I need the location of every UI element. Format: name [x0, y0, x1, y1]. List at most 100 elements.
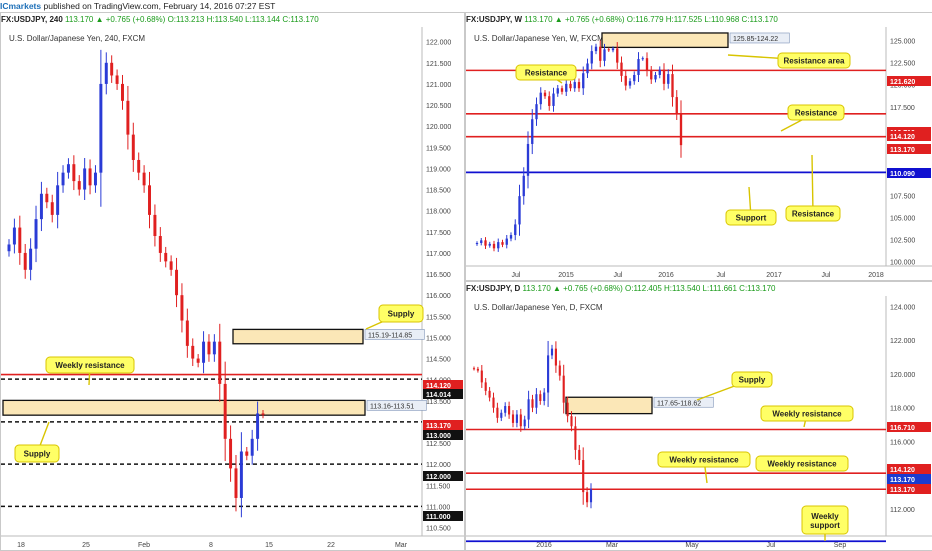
price-tag: [887, 484, 931, 494]
x-tick-label: May: [685, 542, 699, 549]
candle-body: [535, 104, 538, 120]
zone-label-box: [366, 400, 427, 411]
candle-body: [570, 416, 573, 427]
price-tag: [423, 511, 463, 521]
candle-body: [508, 406, 511, 415]
weekly-chart-panel[interactable]: FX:USDJPY, W 113.170 ▲ +0.765 (+0.68%) O…: [465, 12, 932, 281]
callout-label: Weekly resistance: [772, 410, 842, 419]
callout-box: [760, 405, 854, 422]
y-tick-label: 116.000: [890, 439, 915, 446]
x-tick-label: Mar: [395, 542, 408, 549]
x-tick-label: Jul: [767, 542, 776, 549]
candle-body: [492, 243, 496, 249]
y-tick-label: 118.000: [890, 406, 915, 413]
candle-body: [515, 414, 518, 423]
candle-body: [207, 341, 211, 355]
candle-body: [256, 413, 260, 439]
price-tag-label: 114.120: [890, 467, 915, 474]
price-tag: [887, 131, 931, 141]
price-tag: [423, 420, 463, 430]
candle-body: [66, 164, 70, 173]
candle-body: [196, 358, 200, 363]
callout-box: [755, 455, 849, 472]
candle-body: [88, 168, 92, 186]
x-tick-label: 8: [209, 542, 213, 549]
candle-body: [175, 269, 179, 296]
h4-chart-panel[interactable]: FX:USDJPY, 240 113.170 ▲ +0.765 (+0.68%)…: [0, 12, 465, 551]
candle-body: [18, 227, 22, 253]
icmarkets-logo[interactable]: ICmarkets: [0, 1, 42, 11]
candle-body: [115, 75, 119, 84]
callout-label: Resistance area: [784, 57, 845, 66]
x-tick-label: Sep: [834, 542, 847, 549]
y-tick-label: 113.500: [426, 399, 451, 406]
candle-body: [223, 383, 227, 439]
candle-body: [554, 348, 557, 366]
daily-chart-panel[interactable]: FX:USDJPY, D 113.170 ▲ +0.765 (+0.68%) O…: [465, 281, 932, 551]
candle-body: [590, 51, 593, 64]
weekly-chart[interactable]: U.S. Dollar/Japanese Yen, W, FXCM 125.000…: [466, 27, 932, 280]
price-tag-label: 114.120: [426, 383, 451, 390]
candle-body: [578, 449, 581, 461]
y-tick-label: 117.000: [426, 251, 451, 258]
candle-body: [229, 438, 233, 469]
candle-body: [519, 414, 522, 427]
x-tick-label: Mar: [606, 542, 619, 549]
daily-ohlc: O:112.405 H:113.540 L:111.661 C:113.170: [625, 284, 776, 293]
y-tick-label: 119.000: [426, 166, 451, 173]
candle-body: [212, 341, 216, 355]
candle-body: [582, 73, 585, 89]
candle-body: [573, 82, 576, 89]
candle-body: [185, 320, 189, 346]
daily-chart[interactable]: U.S. Dollar/Japanese Yen, D, FXCM 124.000…: [466, 296, 932, 550]
weekly-ohlc: O:116.779 H:117.525 L:110.968 C:113.170: [626, 15, 778, 24]
candle-body: [148, 185, 151, 215]
price-tag-label: 110.090: [890, 171, 915, 178]
price-tag-label: 121.620: [890, 79, 915, 86]
price-tag-label: 112.000: [426, 474, 451, 481]
candle-body: [137, 159, 141, 173]
callout-box: [777, 52, 851, 69]
candle-body: [566, 402, 569, 417]
y-tick-label: 120.000: [426, 124, 451, 131]
y-tick-label: 111.500: [426, 483, 450, 490]
y-tick-label: 122.500: [890, 61, 915, 68]
candle-body: [12, 227, 16, 245]
callout-label: Support: [736, 214, 767, 223]
candle-body: [556, 88, 559, 94]
callout-box: [515, 64, 577, 81]
daily-symbol: FX:USDJPY, D: [466, 284, 521, 293]
candle-body: [550, 348, 554, 356]
price-tag: [423, 380, 463, 390]
callout-label: Supply: [739, 376, 766, 385]
price-tag: [887, 464, 931, 474]
candle-body: [662, 69, 666, 84]
candle-body: [169, 261, 173, 270]
candle-body: [577, 82, 581, 89]
candle-body: [496, 407, 499, 418]
y-tick-label: 119.500: [426, 145, 451, 152]
candle-body: [164, 252, 168, 262]
candle-body: [518, 196, 521, 225]
y-tick-label: 124.000: [890, 304, 915, 311]
candle-body: [142, 172, 146, 186]
candle-body: [667, 74, 670, 84]
h4-chart[interactable]: U.S. Dollar/Japanese Yen, 240, FXCM 122.0…: [1, 27, 464, 550]
candle-body: [543, 392, 546, 401]
y-tick-label: 120.000: [890, 83, 915, 90]
callout-box: [378, 304, 424, 323]
candle-body: [611, 48, 615, 51]
price-tag: [887, 76, 931, 86]
x-tick-label: 2018: [868, 272, 884, 279]
candle-body: [104, 62, 108, 84]
candle-body: [582, 460, 585, 493]
candle-body: [504, 406, 507, 413]
candle-body: [675, 97, 678, 114]
price-tag: [887, 474, 931, 484]
candle-body: [650, 70, 653, 80]
x-tick-label: 2016: [658, 272, 674, 279]
y-tick-label: 118.500: [426, 188, 451, 195]
candle-body: [234, 468, 238, 498]
candle-body: [202, 341, 206, 363]
candle-body: [531, 119, 534, 144]
